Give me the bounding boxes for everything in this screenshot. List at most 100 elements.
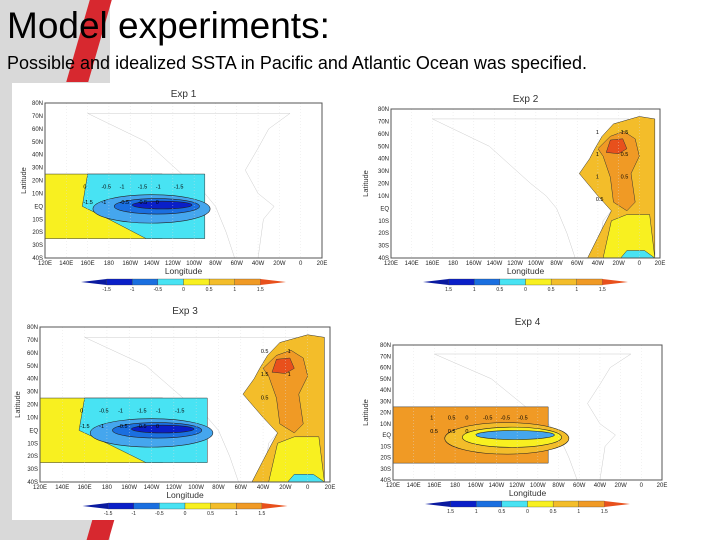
lon-tick-label: 140E bbox=[407, 483, 421, 489]
y-axis-label: Latitude bbox=[361, 399, 370, 426]
lat-tick-label: 80N bbox=[378, 107, 389, 113]
lon-tick-label: 80W bbox=[212, 485, 225, 491]
contour-label: 0 bbox=[80, 408, 83, 414]
lat-tick-label: 10N bbox=[27, 415, 38, 421]
colorbar-segment bbox=[183, 278, 210, 286]
lat-tick-label: 40S bbox=[27, 480, 38, 486]
colorbar-label: 0.5 bbox=[207, 511, 214, 517]
contour-label: 1.5 bbox=[261, 372, 269, 378]
contour-label: 0.5 bbox=[261, 349, 269, 355]
contour-label: -1.5 bbox=[138, 184, 147, 190]
contour-label: -0.5 bbox=[101, 184, 110, 190]
contour-label: 1 bbox=[288, 372, 291, 378]
colorbar-segment bbox=[184, 502, 211, 510]
lat-tick-label: 70N bbox=[27, 338, 38, 344]
lat-tick-label: EQ bbox=[380, 206, 389, 212]
map-frame bbox=[39, 326, 331, 483]
colorbar-arrow-low bbox=[81, 279, 107, 285]
lon-tick-label: 160W bbox=[122, 261, 138, 267]
lat-tick-label: 50N bbox=[27, 364, 38, 370]
lat-tick-label: 10N bbox=[32, 191, 43, 197]
slide-title: Model experiments: bbox=[7, 5, 330, 46]
lon-tick-label: 0 bbox=[638, 261, 642, 267]
colorbar-label: -1.5 bbox=[102, 287, 111, 293]
colorbar-label: 0 bbox=[182, 287, 185, 293]
lat-tick-label: 30S bbox=[378, 244, 389, 250]
colorbar-label: 1 bbox=[475, 509, 478, 515]
contour-label: -1 bbox=[101, 200, 106, 206]
colorbar-segment bbox=[133, 502, 160, 510]
lon-tick-label: 180 bbox=[448, 261, 459, 267]
contour-label: -0.5 bbox=[483, 415, 492, 421]
colorbar-label: 0.5 bbox=[550, 509, 557, 515]
colorbar-segment bbox=[501, 500, 528, 508]
lon-tick-label: 120E bbox=[38, 261, 52, 267]
pacific-coldest-core bbox=[132, 200, 193, 210]
colorbar-segment bbox=[159, 502, 186, 510]
contour-label: -0.5 bbox=[501, 415, 510, 421]
lon-tick-label: 140W bbox=[144, 261, 160, 267]
map-panel-exp3: 0 -0.5 -1 -1.5 -1 -1.5 -1.5 -1 -0.5 -0.5 0 0.5 1 1.5 1… bbox=[12, 298, 340, 520]
lat-tick-label: 50N bbox=[32, 140, 43, 146]
lat-tick-label: 40S bbox=[380, 478, 391, 484]
slide-subtitle: Possible and idealized SSTA in Pacific a… bbox=[7, 53, 587, 73]
y-axis-label: Latitude bbox=[13, 391, 22, 418]
colorbar-segment bbox=[210, 502, 237, 510]
colorbar-label: 0.5 bbox=[206, 287, 213, 293]
colorbar-arrow-high bbox=[260, 279, 286, 285]
colorbar-label: 0.5 bbox=[496, 287, 503, 293]
colorbar-segment bbox=[234, 278, 261, 286]
map-frame bbox=[390, 108, 661, 259]
ssta-field bbox=[391, 109, 660, 258]
colorbar-label: -1.5 bbox=[104, 511, 113, 517]
lat-tick-label: 40S bbox=[378, 256, 389, 262]
lon-tick-label: 60W bbox=[573, 483, 586, 489]
contour-label: 0 bbox=[156, 424, 159, 430]
lat-tick-label: 40S bbox=[32, 256, 43, 262]
contour-label: 0.5 bbox=[621, 175, 629, 181]
lat-tick-label: 10N bbox=[378, 194, 389, 200]
pacific-coldest-core bbox=[131, 424, 195, 434]
colorbar-segment bbox=[578, 500, 605, 508]
lon-tick-label: 120W bbox=[165, 261, 181, 267]
contour-label: -0.5 bbox=[138, 200, 147, 206]
colorbar-label: 1 bbox=[577, 509, 580, 515]
colorbar-label: 1 bbox=[235, 511, 238, 517]
contour-label: 1.5 bbox=[621, 130, 629, 136]
panel-title: Exp 3 bbox=[172, 306, 198, 317]
pacific-cool-tongue bbox=[475, 430, 555, 440]
lon-tick-label: 60W bbox=[231, 261, 244, 267]
contour-label: 1 bbox=[596, 152, 599, 158]
continent-outline bbox=[87, 113, 291, 258]
lat-tick-label: 30S bbox=[32, 243, 43, 249]
lon-tick-label: 140W bbox=[487, 261, 503, 267]
lon-tick-label: 20W bbox=[612, 261, 625, 267]
lon-tick-label: 40W bbox=[594, 483, 607, 489]
contour-label: 0.5 bbox=[261, 395, 269, 401]
lat-tick-label: EQ bbox=[34, 204, 43, 210]
lon-tick-label: 120E bbox=[386, 483, 400, 489]
lat-tick-label: 20S bbox=[378, 231, 389, 237]
lon-tick-label: 140W bbox=[144, 485, 160, 491]
lon-tick-label: 120E bbox=[33, 485, 47, 491]
contour-label: 0 bbox=[465, 415, 468, 421]
lon-tick-label: 80W bbox=[209, 261, 222, 267]
lat-tick-label: 10S bbox=[380, 444, 391, 450]
lat-tick-label: 50N bbox=[380, 377, 391, 383]
lon-tick-label: 0 bbox=[640, 483, 644, 489]
contour-label: 0.5 bbox=[596, 197, 604, 203]
map-frame bbox=[392, 344, 663, 481]
colorbar-segment bbox=[157, 278, 184, 286]
colorbar-label: 0 bbox=[526, 509, 529, 515]
lat-tick-label: 10S bbox=[27, 441, 38, 447]
lat-tick-label: 20N bbox=[27, 403, 38, 409]
lon-tick-label: 100W bbox=[188, 485, 204, 491]
lon-tick-label: 40W bbox=[592, 261, 605, 267]
lon-tick-label: 160W bbox=[121, 485, 137, 491]
lat-tick-label: 30N bbox=[32, 166, 43, 172]
lon-tick-label: 20W bbox=[614, 483, 627, 489]
colorbar-segment bbox=[450, 500, 477, 508]
contour-label: -1.5 bbox=[175, 408, 184, 414]
